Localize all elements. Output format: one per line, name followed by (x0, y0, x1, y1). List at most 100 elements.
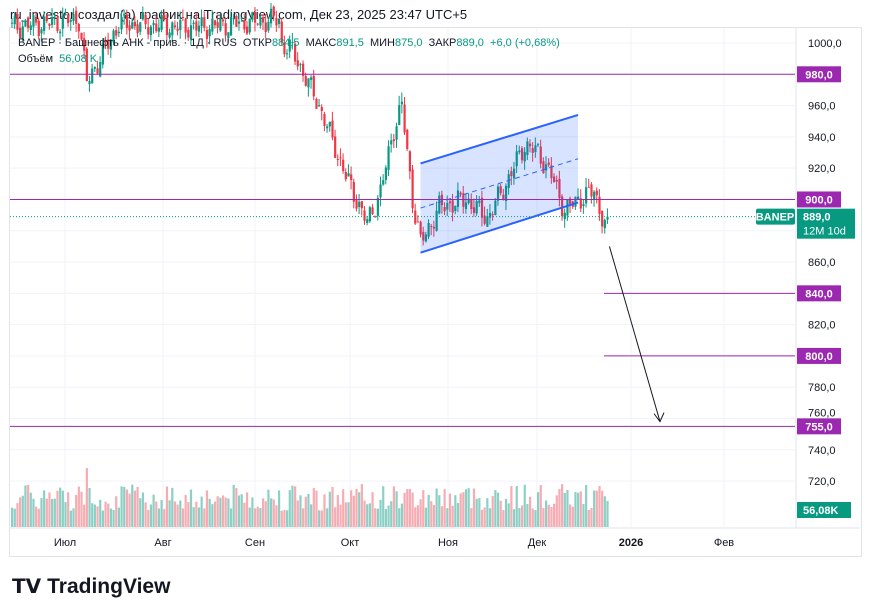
candle-body (173, 25, 177, 27)
candle-body (75, 10, 78, 24)
volume-bar (555, 495, 558, 527)
candle-body (358, 201, 361, 208)
volume-bar (355, 488, 358, 527)
volume-bar (184, 494, 187, 527)
volume-tag-label: 56,08K (803, 505, 839, 517)
volume-bar (499, 500, 502, 527)
candle-body (510, 171, 513, 177)
volume-bar (464, 489, 468, 527)
candle-body (93, 66, 96, 69)
volume-bar (440, 506, 444, 527)
candle-body (403, 104, 406, 133)
volume-bar (486, 498, 489, 527)
candle-body (67, 14, 70, 24)
volume-bar (400, 503, 404, 527)
last-price-label: 889,0 (803, 212, 831, 224)
candle-body (179, 19, 182, 31)
volume-bar (302, 508, 305, 527)
candle-body (574, 196, 577, 207)
volume-bar (189, 489, 193, 527)
candle-body (184, 19, 187, 33)
volume-bar (296, 500, 299, 527)
volume-bar (40, 498, 43, 527)
candle-body (454, 205, 457, 212)
volume-bar (109, 508, 112, 527)
candle-body (240, 17, 243, 19)
volume-bar (200, 496, 203, 527)
candle-body (256, 23, 259, 25)
candle-body (480, 197, 484, 218)
volume-value: 56,08 K (59, 53, 98, 65)
volume-bar (75, 494, 78, 527)
candle-body (72, 13, 75, 21)
candle-body (128, 25, 131, 31)
volume-bar (53, 498, 56, 527)
volume-bar (579, 491, 582, 527)
volume-bar (593, 490, 596, 527)
volume-bar (256, 506, 259, 527)
volume-bar (77, 486, 80, 527)
volume-bar (387, 505, 390, 527)
symbol-info[interactable]: BANEP · Башнефть АНК - прив. · 1Д · RUS (18, 37, 237, 49)
candle-body (536, 144, 540, 146)
candle-body (136, 24, 139, 34)
volume-bar (205, 490, 209, 527)
volume-bar (216, 496, 219, 527)
candle-body (24, 20, 27, 27)
y-tick-label: 940,0 (808, 132, 836, 144)
candle-body (526, 141, 529, 155)
candle-body (59, 31, 62, 34)
low-label: МИН (369, 37, 395, 49)
candle-body (512, 168, 516, 179)
volume-bar (539, 485, 542, 527)
candle-body (168, 32, 171, 38)
level-price-tag (797, 347, 841, 364)
candle-body (299, 64, 302, 66)
volume-bar (195, 501, 198, 527)
volume-bar (123, 486, 126, 527)
price-chart[interactable]: 980,0 900,0 840,0 800,0 755,0 BANEP 889,0 12M 1… (0, 0, 870, 560)
candle-body (232, 18, 235, 20)
volume-bar (149, 504, 153, 527)
y-tick-label: 780,0 (808, 382, 836, 394)
candle-body (141, 12, 145, 20)
candle-body (32, 15, 35, 27)
volume-bar (141, 492, 145, 527)
candle-body (323, 113, 326, 126)
high-label: МАКС (305, 37, 337, 49)
volume-bar (278, 490, 281, 527)
volume-bar (219, 497, 222, 527)
volume-bar (24, 485, 27, 527)
candle-body (213, 20, 217, 26)
volume-bar (336, 495, 339, 527)
tradingview-logo[interactable]: 𝗧𝗩 TradingView (12, 574, 170, 599)
low-value: 875,0 (395, 37, 423, 49)
candle-body (11, 22, 14, 24)
volume-bar (379, 499, 382, 527)
candle-body (545, 164, 548, 171)
candle-body (422, 231, 425, 241)
candle-body (528, 143, 532, 147)
volume-bar (245, 492, 249, 527)
volume-bar (136, 486, 139, 527)
candle-body (125, 14, 129, 28)
volume-bar (221, 495, 225, 527)
level-price-tag (797, 285, 841, 302)
volume-bar (475, 498, 478, 527)
volume-bar (107, 503, 110, 527)
volume-bar (480, 509, 484, 527)
volume-bar (547, 504, 550, 527)
volume-bar (566, 490, 569, 527)
volume-bar (48, 492, 51, 527)
volume-bar (69, 510, 72, 527)
candle-body (585, 187, 588, 204)
volume-bar (339, 504, 342, 527)
candle-body (147, 27, 150, 35)
chart-frame[interactable] (9, 27, 862, 557)
candle-body (115, 29, 118, 36)
candle-body (48, 23, 51, 26)
volume-bar (312, 488, 315, 527)
candle-body (318, 105, 321, 107)
candle-body (390, 140, 393, 145)
volume-bar (360, 484, 363, 527)
